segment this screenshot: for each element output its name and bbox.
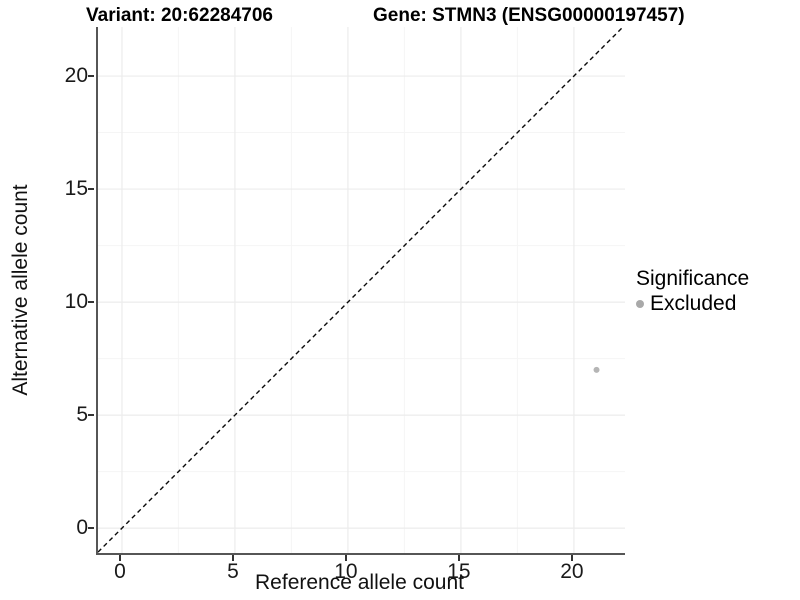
y-tick-mark (88, 414, 94, 417)
x-axis-title: Reference allele count (255, 571, 464, 594)
legend-point-icon (636, 300, 644, 308)
y-tick-label: 10 (64, 290, 88, 314)
y-axis-title: Alternative allele count (9, 184, 32, 396)
y-tick-mark (88, 75, 94, 78)
identity-line (98, 27, 624, 553)
y-tick-label: 0 (76, 516, 88, 540)
x-tick-label: 15 (447, 560, 471, 583)
y-tick-label: 20 (64, 64, 88, 88)
x-tick-mark (570, 555, 573, 561)
y-tick-label: 5 (76, 403, 88, 427)
x-tick-mark (457, 555, 460, 561)
legend-title: Significance (636, 267, 750, 290)
data-point (593, 366, 600, 373)
legend-items: Excluded (636, 292, 749, 316)
x-tick-label: 20 (560, 560, 584, 583)
x-tick-label: 10 (334, 560, 358, 583)
plot-panel (96, 27, 625, 555)
legend-item: Excluded (636, 292, 749, 316)
y-tick-mark (88, 527, 94, 530)
legend: Significance Excluded (636, 267, 749, 316)
y-tick-mark (88, 188, 94, 191)
plot-title-variant: Variant: 20:62284706 (86, 5, 273, 26)
x-tick-mark (118, 555, 121, 561)
x-tick-label: 5 (227, 560, 239, 583)
x-tick-mark (231, 555, 234, 561)
x-tick-label: 0 (114, 560, 126, 583)
x-tick-mark (344, 555, 347, 561)
y-tick-label: 15 (64, 177, 88, 201)
legend-item-label: Excluded (650, 292, 737, 315)
y-tick-mark (88, 301, 94, 304)
plot-title-gene: Gene: STMN3 (ENSG00000197457) (373, 5, 685, 26)
panel-canvas (98, 27, 625, 553)
